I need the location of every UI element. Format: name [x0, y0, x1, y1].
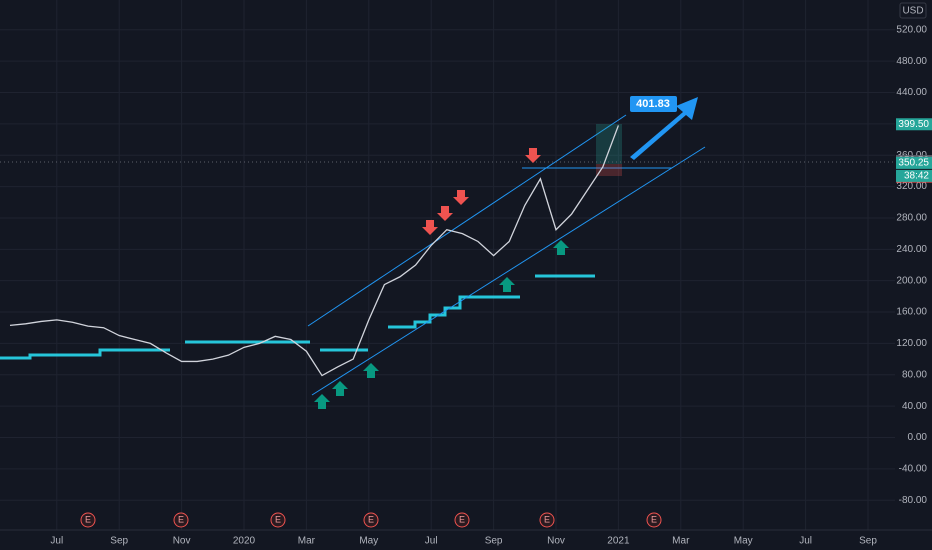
y-tick-label: 40.00 [902, 401, 927, 412]
up-arrow [499, 277, 515, 292]
y-tick-label: 520.00 [896, 24, 927, 35]
up-arrow [314, 394, 330, 409]
x-tick-label: Mar [298, 536, 316, 547]
y-tick-label: 200.00 [896, 275, 927, 286]
y-tick-label: 80.00 [902, 369, 927, 380]
price-tag-label: 399.50 [898, 119, 929, 130]
x-tick-label: Sep [859, 536, 877, 547]
target-box [630, 96, 677, 112]
currency: USD [902, 6, 923, 17]
x-tick-label: 2020 [233, 536, 256, 547]
x-tick-label: Jul [799, 536, 812, 547]
earnings-label: E [544, 514, 550, 524]
y-tick-label: 480.00 [896, 56, 927, 67]
earnings-label: E [368, 514, 374, 524]
channel-upper [307, 114, 627, 327]
x-tick-label: May [734, 536, 753, 547]
y-tick-label: 120.00 [896, 338, 927, 349]
currency-box [899, 2, 927, 19]
trend-steps [0, 274, 595, 360]
price-tag [896, 156, 932, 169]
earnings-circle [454, 512, 470, 528]
earnings-label: E [85, 514, 91, 524]
earnings-circle [80, 512, 96, 528]
earnings-circle [539, 512, 555, 528]
target-arrow [630, 97, 698, 160]
y-tick-label: 0.00 [908, 432, 928, 443]
channel-lower [311, 146, 706, 396]
y-tick-label: -40.00 [899, 463, 928, 474]
earnings-label: E [651, 514, 657, 524]
channel [307, 114, 706, 396]
down-arrow [453, 190, 469, 205]
price-axis [895, 0, 932, 550]
up-arrow [332, 381, 348, 396]
down-arrow [437, 206, 453, 221]
projection-box [596, 164, 622, 176]
earnings-label: E [178, 514, 184, 524]
sell-arrows [422, 148, 541, 235]
target-label: 401.83 [636, 98, 670, 110]
earnings-label: E [459, 514, 465, 524]
earnings-label: E [275, 514, 281, 524]
y-tick-label: -80.00 [899, 495, 928, 506]
earnings-circle [646, 512, 662, 528]
earnings-circle [173, 512, 189, 528]
down-arrow [422, 220, 438, 235]
x-tick-label: Jul [50, 536, 63, 547]
x-tick-label: May [359, 536, 378, 547]
x-tick-label: Jul [425, 536, 438, 547]
earnings-circle [270, 512, 286, 528]
x-tick-label: Nov [547, 536, 565, 547]
y-tick-label: 280.00 [896, 213, 927, 224]
y-tick-label: 320.00 [896, 181, 927, 192]
y-tick-label: 160.00 [896, 307, 927, 318]
trend-path [0, 274, 595, 360]
x-tick-label: Sep [110, 536, 128, 547]
earnings-circle [363, 512, 379, 528]
y-tick-label: 440.00 [896, 87, 927, 98]
down-arrow [525, 148, 541, 163]
projection-box [596, 124, 622, 164]
up-arrow [553, 240, 569, 255]
x-tick-label: Nov [173, 536, 191, 547]
countdown: 38:42 [904, 171, 929, 182]
price-line [9, 125, 620, 377]
price-tag [896, 118, 932, 131]
up-arrow [363, 363, 379, 378]
price-tag-label: 350.25 [898, 158, 929, 169]
y-tick-label: 240.00 [896, 244, 927, 255]
buy-arrows [314, 240, 569, 409]
x-tick-label: 2021 [607, 536, 630, 547]
x-tick-label: Mar [672, 536, 690, 547]
x-tick-label: Sep [485, 536, 503, 547]
countdown-tag [896, 169, 932, 182]
